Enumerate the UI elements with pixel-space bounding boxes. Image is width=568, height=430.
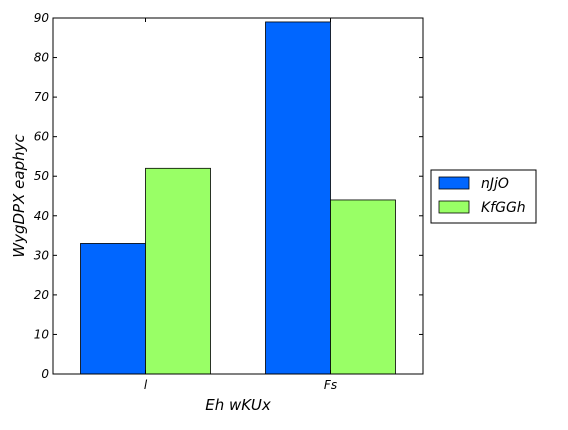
- bar-kfggh-fs: [330, 199, 396, 375]
- bar-njjo-fs: [265, 21, 331, 375]
- y-tick-label-0: 0: [41, 367, 49, 381]
- x-tick-label-l: l: [144, 378, 148, 392]
- y-tick-label-30: 30: [34, 248, 50, 262]
- bars-layer: [80, 21, 396, 375]
- y-tick-label-60: 60: [34, 130, 50, 144]
- y-tick-label-70: 70: [34, 90, 50, 104]
- y-tick-label-80: 80: [34, 51, 50, 65]
- y-tick-label-40: 40: [34, 209, 50, 223]
- y-tick-label-10: 10: [34, 327, 50, 341]
- y-tick-label-50: 50: [34, 169, 50, 183]
- plot-frame: [52, 17, 424, 375]
- bar-njjo-l: [80, 243, 146, 375]
- bar-kfggh-l: [145, 167, 211, 375]
- x-tick-label-fs: Fs: [324, 378, 337, 392]
- y-tick-label-90: 90: [34, 11, 50, 25]
- legend-label-njjo: nJjO: [481, 176, 509, 192]
- legend: nJjO KfGGh: [430, 169, 537, 224]
- ticks-layer: l Fs 0 10 20 30 40 50 60 70 80 90: [34, 11, 423, 392]
- legend-label-kfggh: KfGGh: [481, 200, 526, 216]
- y-tick-label-20: 20: [34, 288, 50, 302]
- legend-swatch-njjo: [438, 176, 470, 190]
- x-axis-label: Eh wKUx: [205, 396, 271, 414]
- legend-swatch-kfggh: [438, 200, 470, 214]
- y-axis-label: WygDPX eaphyc: [10, 134, 28, 258]
